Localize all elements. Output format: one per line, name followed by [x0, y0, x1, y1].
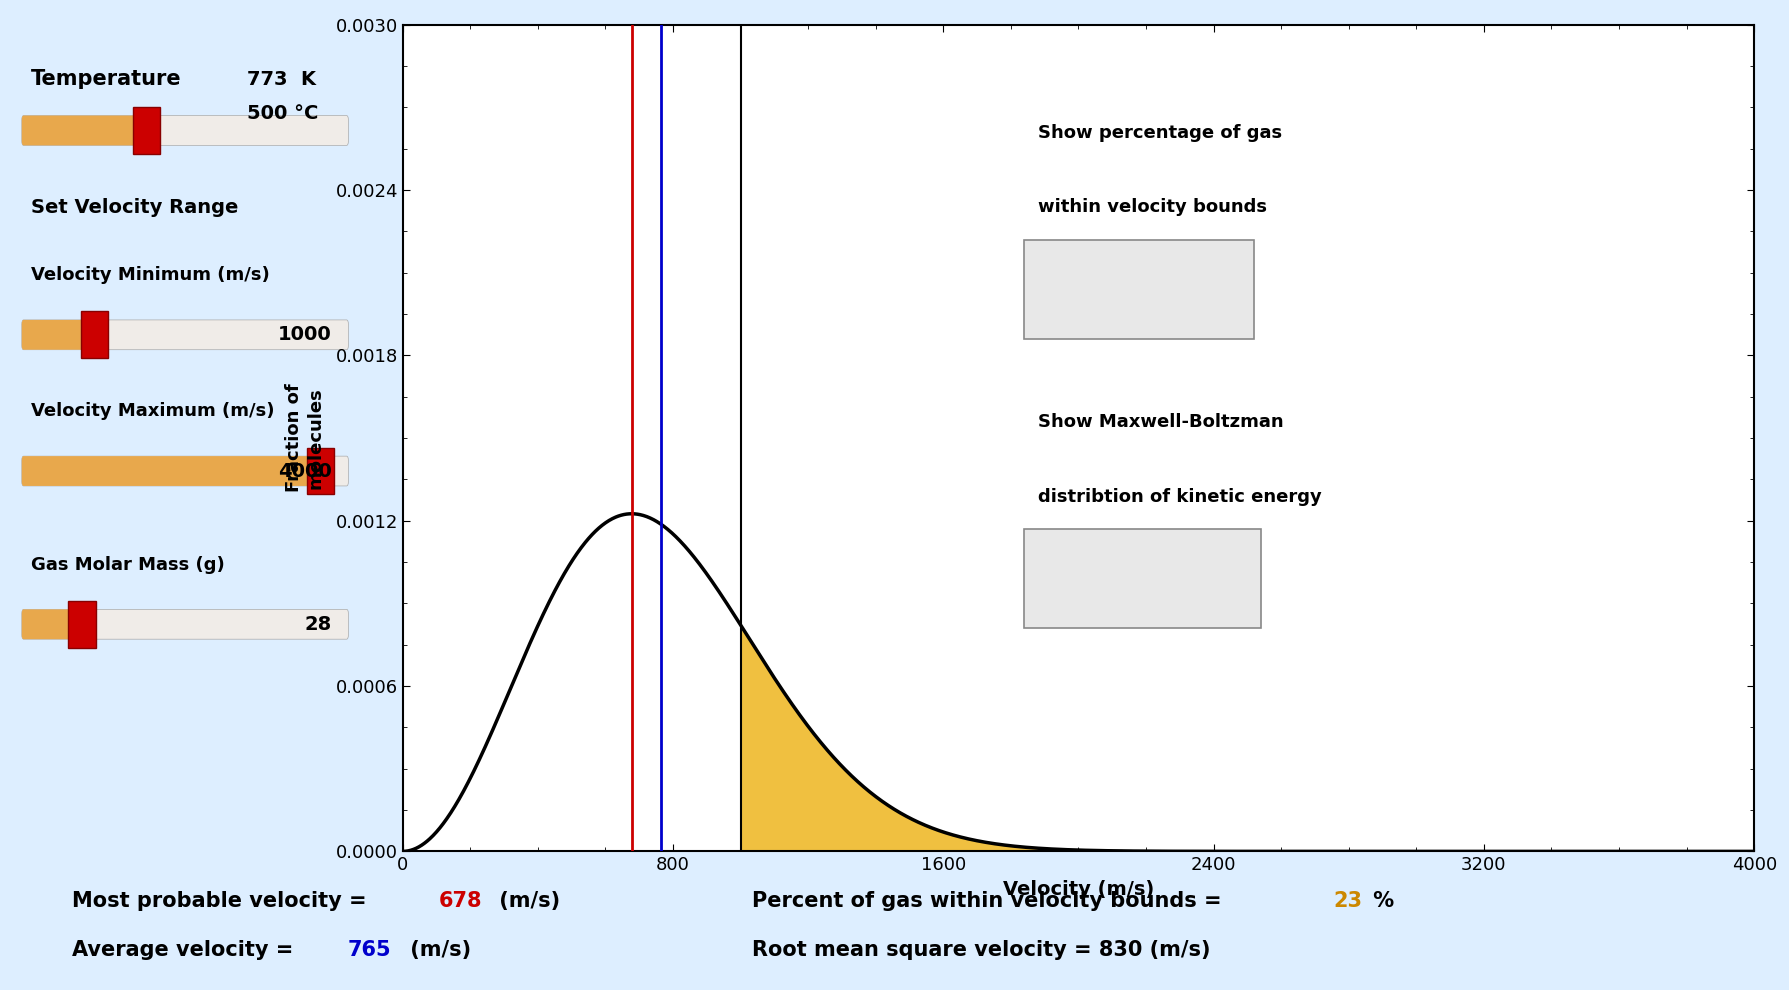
FancyBboxPatch shape [21, 456, 322, 486]
Text: Velocity Maximum (m/s): Velocity Maximum (m/s) [30, 403, 274, 421]
Text: distribtion of kinetic energy: distribtion of kinetic energy [1038, 488, 1320, 506]
FancyBboxPatch shape [21, 610, 349, 640]
FancyBboxPatch shape [1023, 240, 1254, 339]
Text: Average velocity =: Average velocity = [72, 940, 301, 960]
Text: Show percentage of gas: Show percentage of gas [1038, 124, 1281, 142]
Text: Set Velocity Range: Set Velocity Range [30, 198, 238, 217]
FancyBboxPatch shape [21, 456, 349, 486]
FancyBboxPatch shape [132, 107, 159, 153]
FancyBboxPatch shape [21, 320, 97, 349]
FancyBboxPatch shape [21, 320, 349, 349]
Text: 765: 765 [347, 940, 390, 960]
FancyBboxPatch shape [1023, 529, 1259, 629]
FancyBboxPatch shape [68, 601, 95, 647]
Text: Show Maxwell-Boltzman: Show Maxwell-Boltzman [1038, 413, 1283, 432]
Text: 23: 23 [1333, 891, 1361, 911]
Text: within velocity bounds: within velocity bounds [1038, 198, 1267, 217]
FancyBboxPatch shape [21, 610, 84, 640]
Text: %: % [1365, 891, 1394, 911]
Text: Gas Molar Mass (g): Gas Molar Mass (g) [30, 555, 225, 573]
Text: Velocity Minimum (m/s): Velocity Minimum (m/s) [30, 266, 270, 284]
Text: 678: 678 [438, 891, 481, 911]
FancyBboxPatch shape [81, 312, 109, 358]
Text: Temperature: Temperature [30, 69, 181, 89]
Text: 1000: 1000 [277, 326, 331, 345]
X-axis label: Velocity (m/s): Velocity (m/s) [1002, 880, 1154, 899]
Text: Most probable velocity =: Most probable velocity = [72, 891, 374, 911]
Text: Hide %: Hide % [1109, 276, 1168, 294]
Text: 773  K: 773 K [247, 70, 317, 89]
FancyBboxPatch shape [306, 447, 335, 494]
Text: 500 °C: 500 °C [247, 104, 318, 123]
Y-axis label: Fraction of
molecules: Fraction of molecules [284, 384, 324, 492]
FancyBboxPatch shape [21, 116, 148, 146]
Text: 4000: 4000 [277, 461, 331, 480]
Text: Root mean square velocity = 830 (m/s): Root mean square velocity = 830 (m/s) [751, 940, 1209, 960]
Text: 28: 28 [304, 615, 331, 634]
Text: Percent of gas within velocity bounds =: Percent of gas within velocity bounds = [751, 891, 1227, 911]
Text: Show KE: Show KE [1107, 565, 1179, 583]
Text: (m/s): (m/s) [492, 891, 560, 911]
FancyBboxPatch shape [21, 116, 349, 146]
Text: (m/s): (m/s) [403, 940, 471, 960]
